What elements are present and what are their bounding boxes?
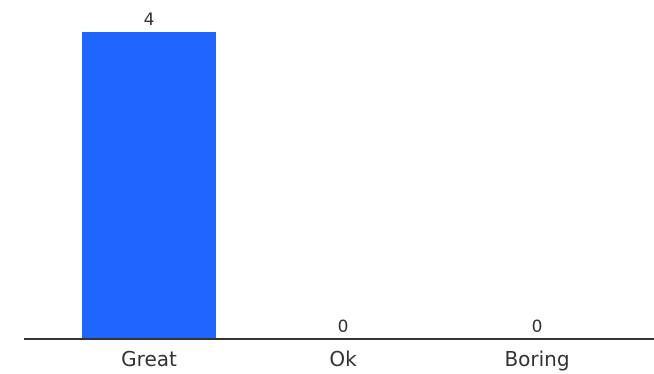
bar-great bbox=[82, 32, 216, 339]
x-tick-label-boring: Boring bbox=[504, 347, 569, 371]
value-label-great: 4 bbox=[144, 10, 155, 30]
x-tick-label-ok: Ok bbox=[329, 347, 357, 371]
value-label-boring: 0 bbox=[532, 317, 543, 337]
bars-layer bbox=[82, 32, 216, 339]
x-tick-labels: Great Ok Boring bbox=[121, 347, 569, 371]
value-labels-layer: 4 0 0 bbox=[144, 10, 543, 337]
value-label-ok: 0 bbox=[338, 317, 349, 337]
x-tick-label-great: Great bbox=[121, 347, 177, 371]
